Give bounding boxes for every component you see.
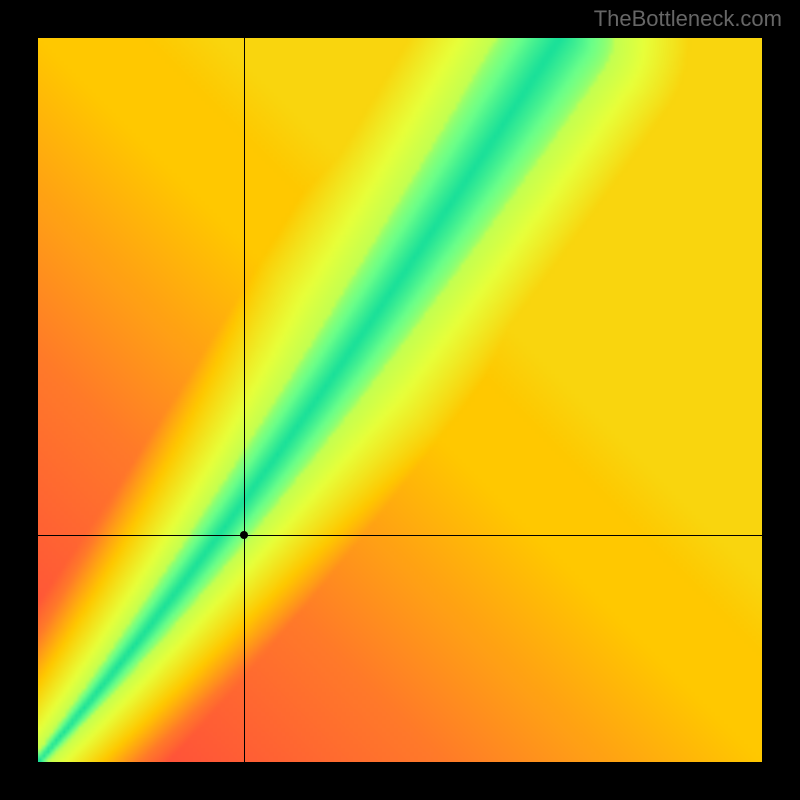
crosshair-horizontal <box>38 535 762 536</box>
watermark: TheBottleneck.com <box>594 6 782 32</box>
chart-container: TheBottleneck.com <box>0 0 800 800</box>
crosshair-vertical <box>244 38 245 762</box>
crosshair-marker <box>240 531 248 539</box>
heatmap-plot <box>38 38 762 762</box>
